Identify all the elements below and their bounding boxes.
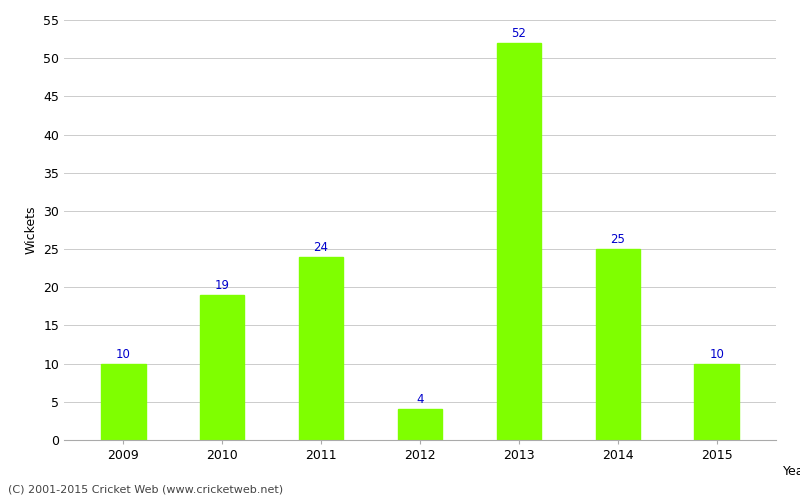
Bar (497, 43, 541, 440)
Text: Year: Year (783, 465, 800, 478)
Text: (C) 2001-2015 Cricket Web (www.cricketweb.net): (C) 2001-2015 Cricket Web (www.cricketwe… (8, 485, 283, 495)
Bar (398, 410, 442, 440)
Text: 19: 19 (214, 279, 230, 292)
Text: 10: 10 (710, 348, 724, 360)
Y-axis label: Wickets: Wickets (25, 206, 38, 254)
Bar (694, 364, 739, 440)
Bar (595, 249, 640, 440)
Bar (101, 364, 146, 440)
Text: 24: 24 (314, 240, 329, 254)
Bar (200, 295, 245, 440)
Text: 52: 52 (511, 27, 526, 40)
Text: 25: 25 (610, 233, 626, 246)
Text: 10: 10 (116, 348, 130, 360)
Text: 4: 4 (416, 394, 424, 406)
Bar (299, 256, 343, 440)
